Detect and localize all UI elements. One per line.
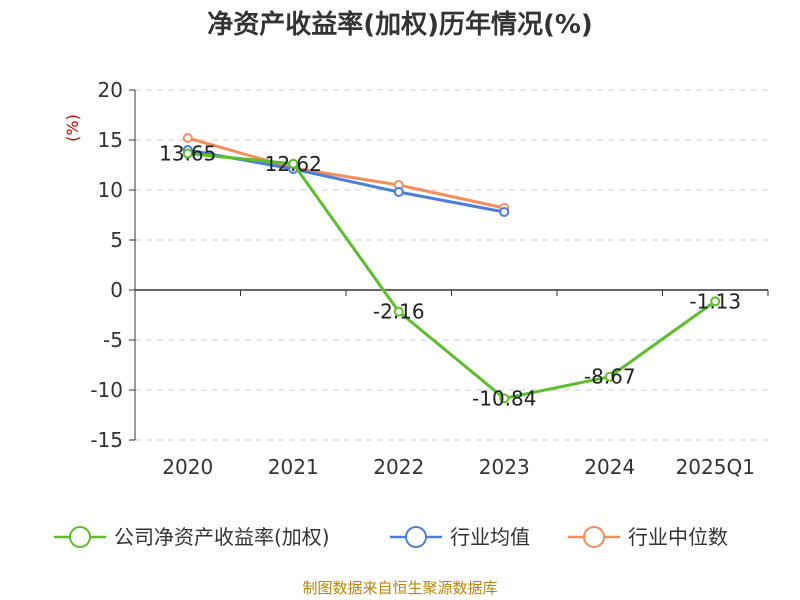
y-tick-label: -15 [90,428,123,452]
data-point [499,207,510,217]
x-tick-label: 2020 [162,455,213,479]
legend-item[interactable]: 行业中位数 [568,525,728,549]
legend-label: 行业均值 [450,525,530,549]
axes: 20 15 10 5 0 -5 -10 -15 2020 2021 2022 2023 2024 2025… [90,78,769,479]
data-point [393,306,404,317]
x-tick-label: 2024 [584,455,635,479]
y-axis-label: (%) [63,114,82,142]
x-tick-label: 2021 [268,455,319,479]
legend: 公司净资产收益率(加权) 行业均值 行业中位数 [54,525,728,549]
legend-item[interactable]: 公司净资产收益率(加权) [54,525,330,549]
series-line [186,136,506,210]
series-line [186,152,717,400]
legend-marker [583,526,605,548]
y-tick-label: 10 [98,178,123,202]
data-point [288,158,299,169]
legend-label: 公司净资产收益率(加权) [114,525,330,549]
x-tick-label: 2022 [373,455,424,479]
data-point [710,296,721,307]
y-tick-label: 5 [110,228,123,252]
data-label: -10.84 [472,386,536,410]
source-note: 制图数据来自恒生聚源数据库 [302,579,497,597]
data-labels: 13.65 12.62 -2.16 -10.84 -8.67 -1.13 [159,142,741,411]
series-group [182,133,721,404]
x-tick-label: 2025Q1 [676,455,755,479]
data-label: -2.16 [373,300,425,324]
y-tick-label: 0 [110,278,123,302]
chart-title: 净资产收益率(加权)历年情况(%) [207,9,593,40]
grid-lines [135,89,768,441]
x-tick-label: 2023 [479,455,530,479]
y-tick-label: 20 [98,78,123,102]
data-point [182,133,193,143]
data-label: -8.67 [584,365,636,389]
legend-marker [69,526,91,548]
data-label: -1.13 [689,289,741,313]
data-point [393,187,404,197]
data-label: 13.65 [159,142,216,166]
data-point [499,393,510,404]
legend-label: 行业中位数 [628,525,728,549]
y-tick-label: -10 [90,378,123,402]
data-point [604,371,615,382]
legend-marker [405,526,427,548]
data-point [182,148,193,159]
y-tick-label: -5 [103,328,123,352]
data-label: 12.62 [265,152,322,176]
y-tick-label: 15 [98,128,123,152]
legend-item[interactable]: 行业均值 [390,525,530,549]
